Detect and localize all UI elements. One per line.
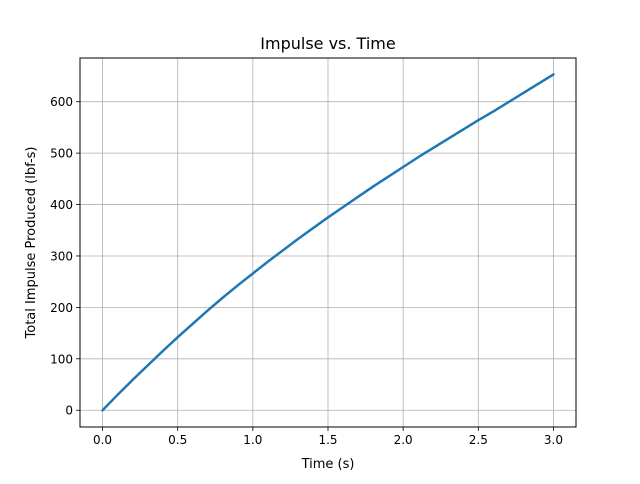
- series-layer: [101, 73, 555, 412]
- y-tick-label: 200: [50, 301, 73, 315]
- series-line-0: [101, 73, 555, 412]
- x-tick-label: 1.0: [243, 433, 262, 447]
- y-tick-label: 400: [50, 198, 73, 212]
- x-tick-label: 3.0: [544, 433, 563, 447]
- x-tick-label: 0.0: [93, 433, 112, 447]
- y-tick-label: 500: [50, 147, 73, 161]
- y-tick-label: 600: [50, 95, 73, 109]
- x-tick-label: 2.5: [469, 433, 488, 447]
- x-axis-label: Time (s): [301, 457, 355, 472]
- axis-ticks: 0.0 0.5 1.0 1.5 2.0 2.5 3.0 0 100 200 300 400 500 600: [50, 95, 563, 447]
- x-tick-label: 2.0: [394, 433, 413, 447]
- chart-title: Impulse vs. Time: [260, 34, 395, 53]
- x-tick-label: 0.5: [168, 433, 187, 447]
- y-tick-label: 100: [50, 352, 73, 366]
- y-tick-label: 0: [65, 404, 73, 418]
- y-tick-label: 300: [50, 249, 73, 263]
- x-tick-label: 1.5: [318, 433, 337, 447]
- y-axis-label: Total Impulse Produced (lbf-s): [24, 147, 39, 340]
